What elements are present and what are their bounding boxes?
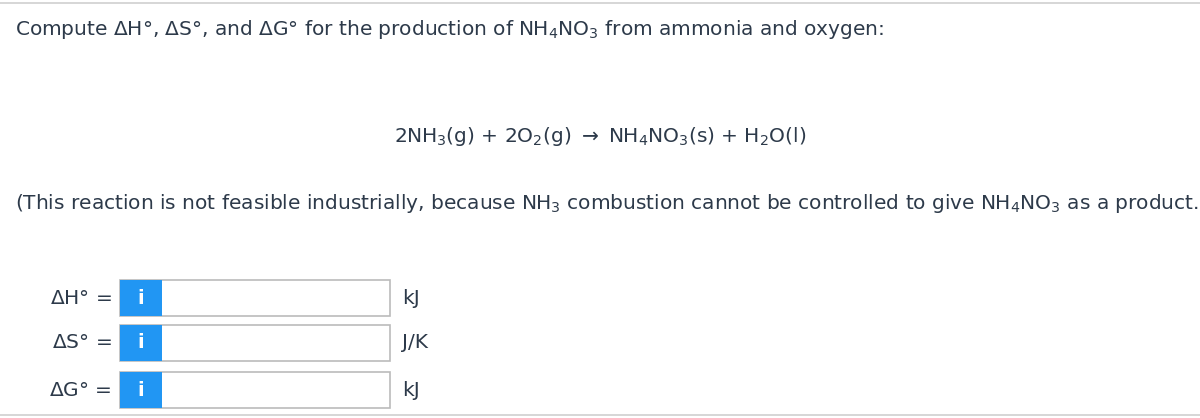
FancyBboxPatch shape [120, 325, 162, 361]
Text: Compute $\mathdefault{\Delta}$H°, $\mathdefault{\Delta}$S°, and $\mathdefault{\D: Compute $\mathdefault{\Delta}$H°, $\math… [14, 18, 884, 41]
Text: i: i [138, 288, 144, 308]
Text: J/K: J/K [402, 334, 428, 352]
Text: (This reaction is not feasible industrially, because NH$_3$ combustion cannot be: (This reaction is not feasible industria… [14, 192, 1200, 215]
Text: $\mathdefault{\Delta}$H° =: $\mathdefault{\Delta}$H° = [50, 288, 112, 308]
Text: $\mathdefault{\Delta}$G° =: $\mathdefault{\Delta}$G° = [49, 380, 112, 400]
FancyBboxPatch shape [120, 372, 390, 408]
Text: kJ: kJ [402, 380, 420, 400]
Text: kJ: kJ [402, 288, 420, 308]
Text: $\mathdefault{\Delta}$S° =: $\mathdefault{\Delta}$S° = [53, 334, 112, 352]
Text: i: i [138, 380, 144, 400]
FancyBboxPatch shape [120, 280, 162, 316]
FancyBboxPatch shape [120, 280, 390, 316]
FancyBboxPatch shape [120, 325, 390, 361]
FancyBboxPatch shape [120, 372, 162, 408]
Text: i: i [138, 334, 144, 352]
Text: 2NH$_3$(g) + 2O$_2$(g) $\rightarrow$ NH$_4$NO$_3$(s) + H$_2$O(l): 2NH$_3$(g) + 2O$_2$(g) $\rightarrow$ NH$… [394, 125, 806, 148]
